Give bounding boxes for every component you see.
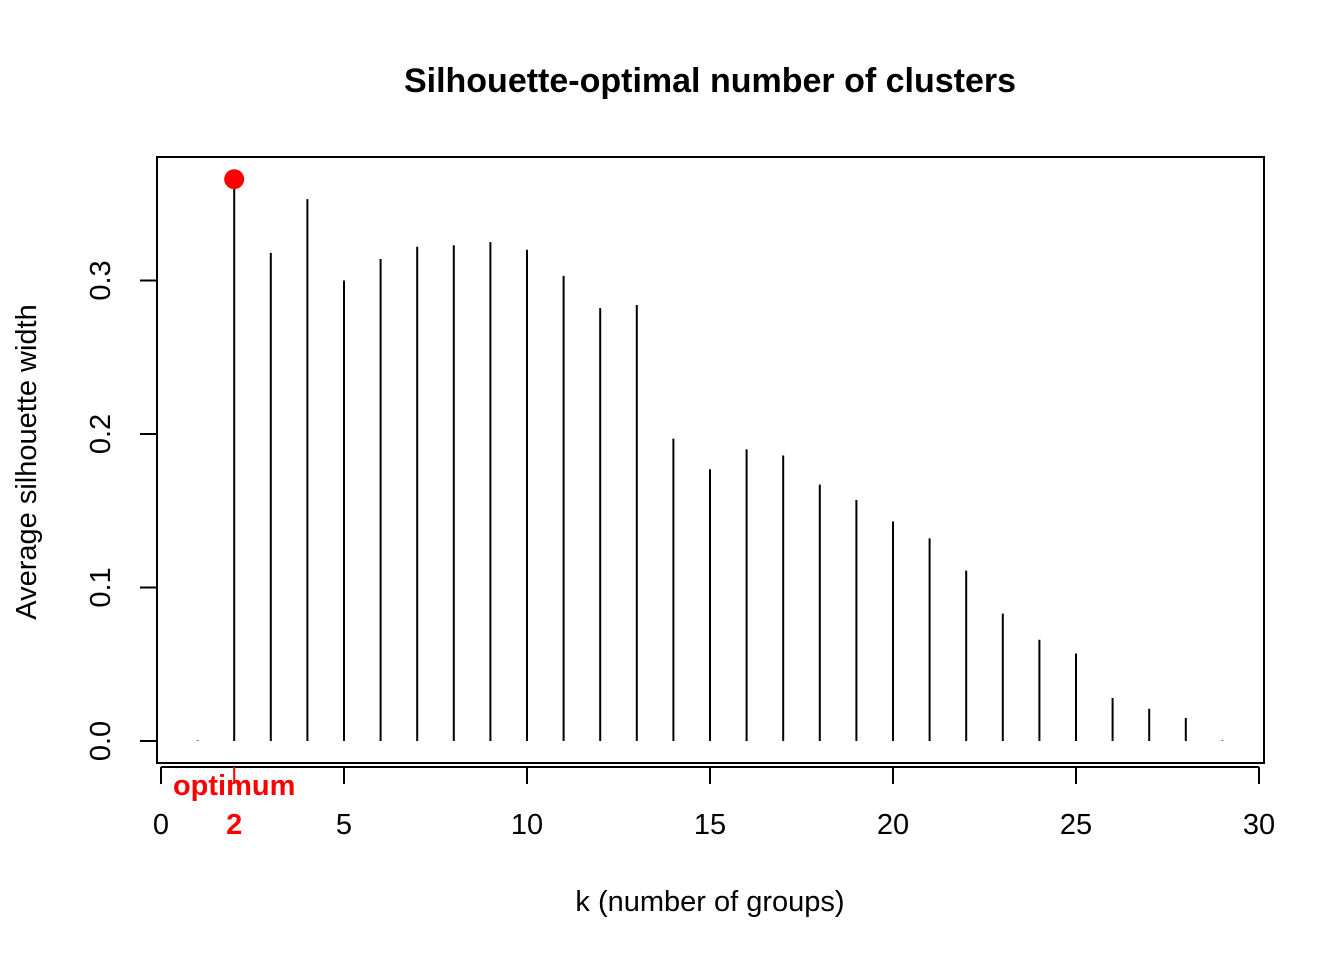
optimum-tick-label: 2 bbox=[226, 809, 242, 841]
x-tick-label: 15 bbox=[694, 809, 726, 841]
x-tick-label: 20 bbox=[877, 809, 909, 841]
x-axis: 0 5 10 15 20 25 30 bbox=[153, 766, 1275, 841]
x-tick-label: 0 bbox=[153, 809, 169, 841]
bars bbox=[196, 179, 1224, 741]
optimum-point bbox=[224, 169, 245, 190]
x-axis-label: k (number of groups) bbox=[575, 886, 844, 918]
y-axis: 0.0 0.1 0.2 0.3 bbox=[85, 260, 158, 761]
x-tick-label: 5 bbox=[336, 809, 352, 841]
x-tick-label: 25 bbox=[1060, 809, 1092, 841]
y-tick-label: 0.1 bbox=[85, 567, 117, 607]
y-axis-label: Average silhouette width bbox=[11, 304, 43, 619]
y-tick-label: 0.2 bbox=[85, 414, 117, 454]
chart-title: Silhouette-optimal number of clusters bbox=[404, 62, 1016, 100]
y-tick-label: 0.3 bbox=[85, 260, 117, 300]
y-tick-label: 0.0 bbox=[85, 721, 117, 761]
x-tick-label: 10 bbox=[511, 809, 543, 841]
optimum-label: optimum bbox=[173, 770, 295, 802]
optimum-marker-group: optimum 2 bbox=[173, 169, 295, 841]
x-tick-label: 30 bbox=[1243, 809, 1275, 841]
